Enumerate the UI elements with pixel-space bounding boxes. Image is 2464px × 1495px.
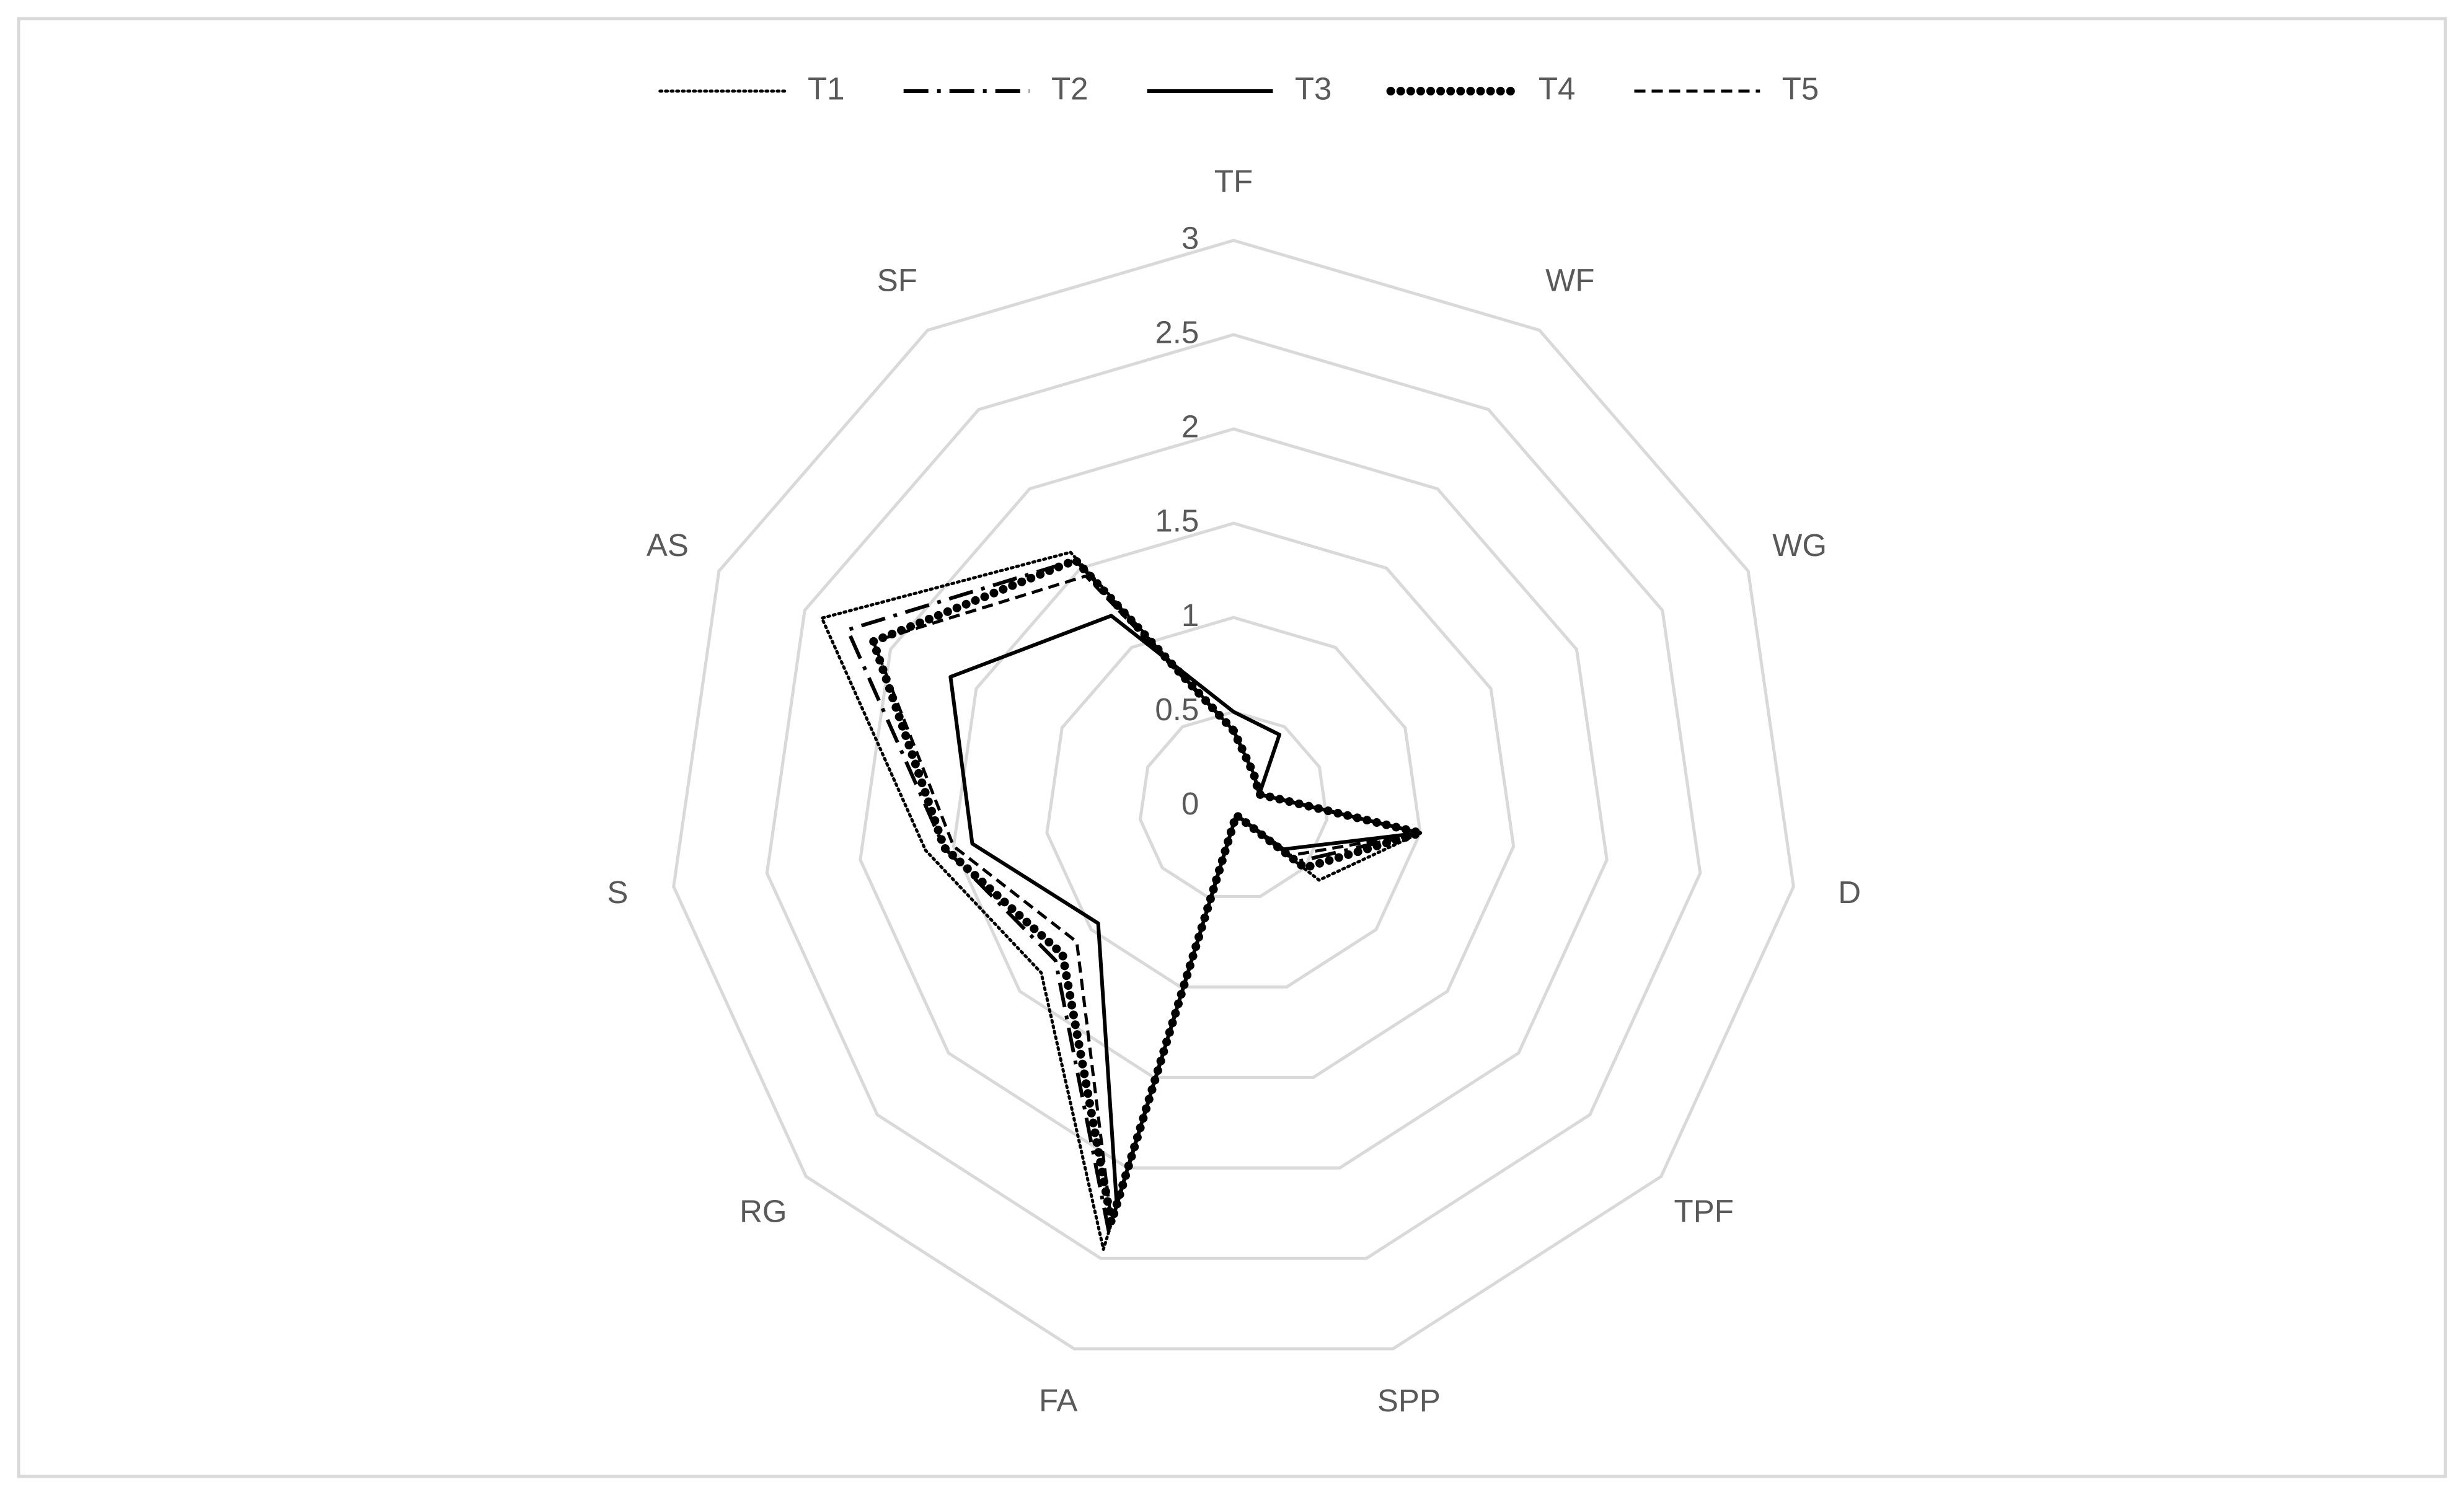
- legend-label: T3: [1295, 71, 1332, 107]
- category-label: AS: [647, 527, 689, 563]
- category-label: FA: [1039, 1383, 1077, 1418]
- grid-line: [765, 333, 1702, 1260]
- category-label: WF: [1545, 262, 1594, 298]
- legend-label: T1: [808, 71, 845, 107]
- tick-label: 2: [1181, 409, 1199, 444]
- legend-label: T4: [1539, 71, 1576, 107]
- tick-label: 2.5: [1155, 314, 1199, 350]
- grid-line: [1045, 615, 1422, 989]
- category-label: SPP: [1377, 1383, 1441, 1418]
- legend-label: T2: [1051, 71, 1088, 107]
- tick-label: 1: [1181, 598, 1199, 633]
- series-line: [868, 555, 1425, 1227]
- grid-line: [672, 239, 1795, 1351]
- category-label: RG: [740, 1193, 787, 1228]
- category-label: TF: [1214, 164, 1253, 199]
- category-label: D: [1838, 875, 1861, 910]
- category-label: SF: [877, 262, 917, 298]
- category-label: S: [607, 875, 628, 910]
- grid-line: [1138, 710, 1329, 898]
- tick-label: 0.5: [1155, 692, 1199, 727]
- category-label: TPF: [1674, 1193, 1734, 1228]
- grid-line: [952, 521, 1516, 1079]
- grid-line: [859, 427, 1609, 1170]
- category-label: WG: [1772, 527, 1827, 563]
- tick-label: 0: [1181, 786, 1199, 821]
- series-line: [872, 574, 1422, 1224]
- legend-label: T5: [1782, 71, 1819, 107]
- tick-label: 1.5: [1155, 503, 1199, 539]
- tick-label: 3: [1181, 220, 1199, 255]
- chart-border: [17, 17, 2447, 1478]
